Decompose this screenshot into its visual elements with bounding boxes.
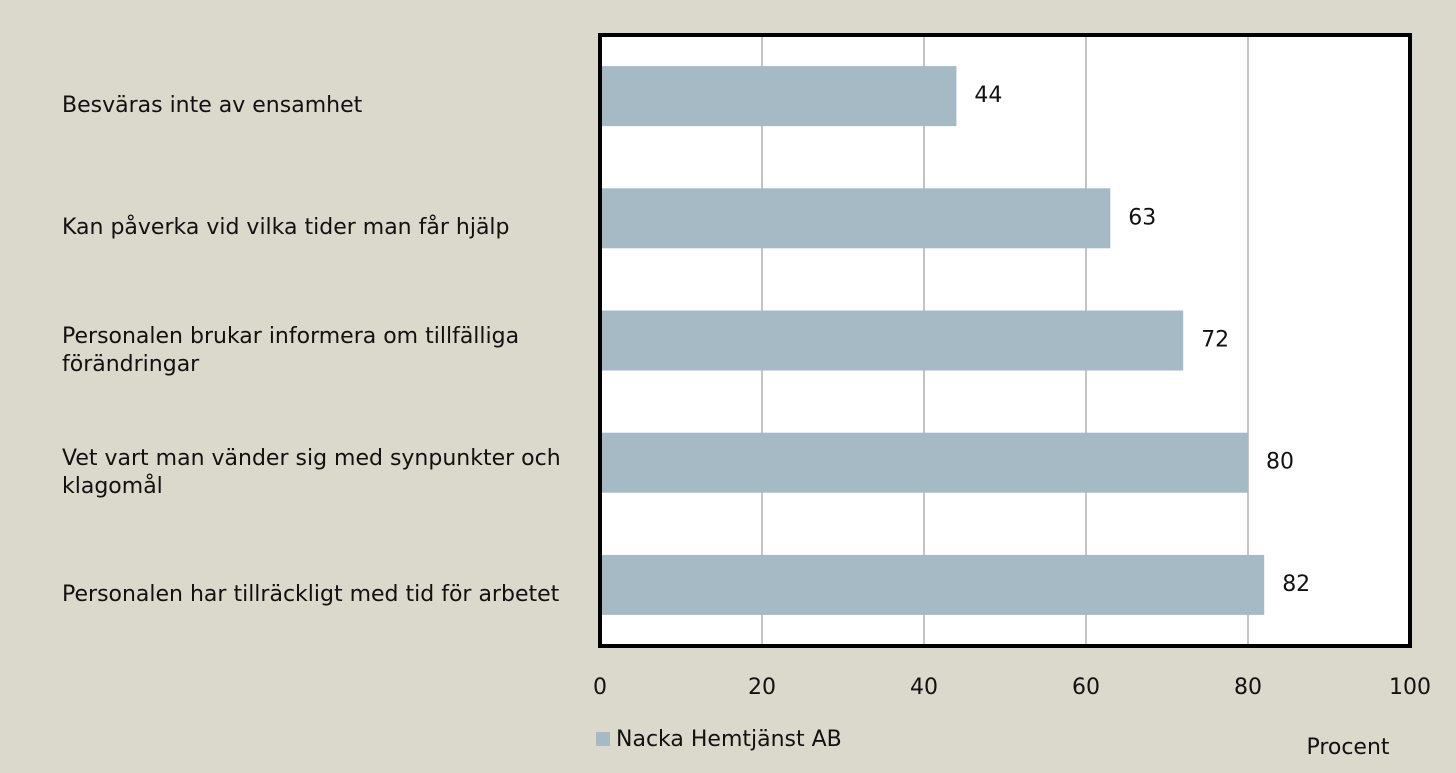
bar: [600, 554, 1265, 615]
x-tick-label: 0: [593, 675, 607, 700]
plot-border: [598, 33, 1412, 648]
x-tick-label: 80: [1234, 675, 1262, 700]
bar: [600, 66, 957, 127]
y-tick-label: Personalen har tillräckligt med tid för …: [62, 581, 560, 607]
x-tick-label: 60: [1072, 675, 1100, 700]
y-tick-label: Vet vart man vänder sig med synpunkter o…: [62, 445, 561, 499]
x-tick-label: 100: [1389, 675, 1431, 700]
data-label: 82: [1282, 572, 1310, 597]
y-tick-label: Besväras inte av ensamhet: [62, 93, 363, 119]
y-tick-label: Kan påverka vid vilka tider man får hjäl…: [62, 215, 510, 241]
legend-label: Nacka Hemtjänst AB: [616, 727, 842, 752]
data-label: 44: [974, 83, 1002, 108]
x-axis-label: Procent: [1306, 735, 1389, 760]
bar: [600, 310, 1184, 371]
x-tick-label: 20: [748, 675, 776, 700]
data-label: 80: [1266, 450, 1294, 475]
bar: [600, 432, 1248, 493]
data-label: 63: [1128, 205, 1156, 230]
bar: [600, 188, 1111, 249]
y-tick-label: Personalen brukar informera om tillfälli…: [62, 323, 520, 377]
legend-swatch: [596, 732, 610, 746]
x-tick-label: 40: [910, 675, 938, 700]
data-label: 72: [1201, 328, 1229, 353]
